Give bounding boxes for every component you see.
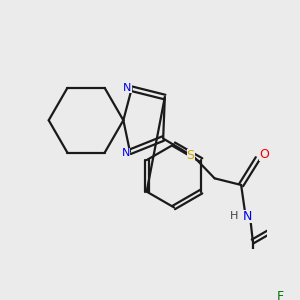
Text: N: N <box>243 210 253 223</box>
Text: O: O <box>260 148 269 161</box>
Text: H: H <box>230 212 238 221</box>
Text: F: F <box>277 290 284 300</box>
Text: S: S <box>187 149 194 162</box>
Text: N: N <box>122 148 130 158</box>
Text: N: N <box>123 83 132 93</box>
